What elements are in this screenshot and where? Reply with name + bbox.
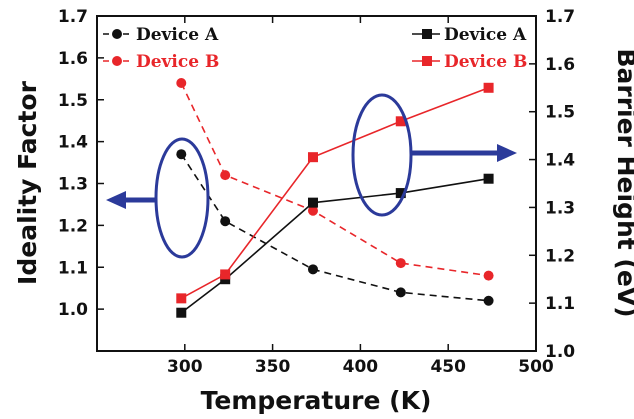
x-tick-label: 450 [430, 357, 466, 377]
y-left-tick-label: 1.6 [58, 49, 88, 69]
data-point-device-a-left [220, 216, 231, 227]
axis-ticks: 300 350 400 450 5001.01.11.21.31.41.51.61.71… [58, 7, 575, 377]
data-point-device-b-right [307, 152, 318, 163]
x-axis-title: Temperature (K) [201, 386, 432, 415]
data-point-device-b-right [395, 116, 406, 127]
x-tick-label: 400 [343, 357, 379, 377]
y-left-tick-label: 1.3 [58, 175, 88, 195]
series-line-device-b-right [180, 87, 489, 300]
data-point-device-a-right [176, 307, 187, 318]
data-point-device-a-right [395, 188, 406, 199]
y-axis-left-title: Ideality Factor [13, 80, 42, 285]
y-left-tick-label: 1.0 [58, 300, 88, 320]
y-right-tick-label: 1.6 [545, 55, 575, 75]
legend-right-device-b-label: Device B [444, 52, 527, 72]
legend-right-device-a-marker [422, 29, 432, 39]
data-point-device-b-left [483, 270, 494, 281]
left-arrow-icon [106, 191, 126, 209]
legend-right: Device A Device B [412, 25, 527, 72]
y-right-tick-label: 1.0 [545, 342, 575, 362]
data-point-device-a-left [176, 149, 187, 160]
y-right-tick-label: 1.1 [545, 294, 575, 314]
y-axis-right-title: Barrier Height (eV) [612, 48, 634, 317]
right-arrow-icon [497, 144, 517, 162]
y-right-tick-label: 1.3 [545, 198, 575, 218]
y-left-tick-label: 1.5 [58, 91, 88, 111]
y-right-tick-label: 1.2 [545, 246, 575, 266]
data-point-device-b-left [307, 205, 318, 216]
y-left-tick-label: 1.2 [58, 216, 88, 236]
data-point-device-b-left [220, 170, 231, 181]
right-group-ellipse [351, 93, 413, 217]
y-right-tick-label: 1.5 [545, 103, 575, 123]
y-right-tick-label: 1.4 [545, 151, 575, 171]
data-point-device-b-left [395, 258, 406, 269]
annotations [106, 93, 517, 259]
legend-left-device-a-label: Device A [136, 25, 219, 45]
data-point-device-a-right [483, 173, 494, 184]
data-point-device-b-left [176, 78, 187, 88]
y-left-tick-label: 1.7 [58, 7, 88, 27]
data-point-device-a-right [307, 197, 318, 208]
legend-left-device-b-marker [112, 56, 122, 66]
data-point-device-a-left [483, 295, 494, 306]
data-point-device-b-right [220, 269, 231, 280]
legend-left-device-a-marker [112, 29, 122, 39]
legend-right-device-b-marker [422, 56, 432, 66]
x-tick-label: 300 [167, 357, 203, 377]
legend-right-device-a-label: Device A [444, 25, 527, 45]
x-tick-label: 350 [255, 357, 291, 377]
y-left-tick-label: 1.1 [58, 258, 88, 278]
legend-left-device-b-label: Device B [136, 52, 219, 72]
series-line-device-a-right [180, 177, 489, 314]
legend-left: Device A Device B [103, 25, 219, 72]
y-right-tick-label: 1.7 [545, 7, 575, 27]
data-point-device-b-right [483, 82, 494, 93]
data-point-device-a-left [307, 264, 318, 275]
data-point-device-a-left [395, 287, 406, 298]
y-left-tick-label: 1.4 [58, 133, 88, 153]
data-point-device-b-right [176, 293, 187, 304]
x-tick-label: 500 [518, 357, 554, 377]
series-layer [176, 78, 494, 318]
